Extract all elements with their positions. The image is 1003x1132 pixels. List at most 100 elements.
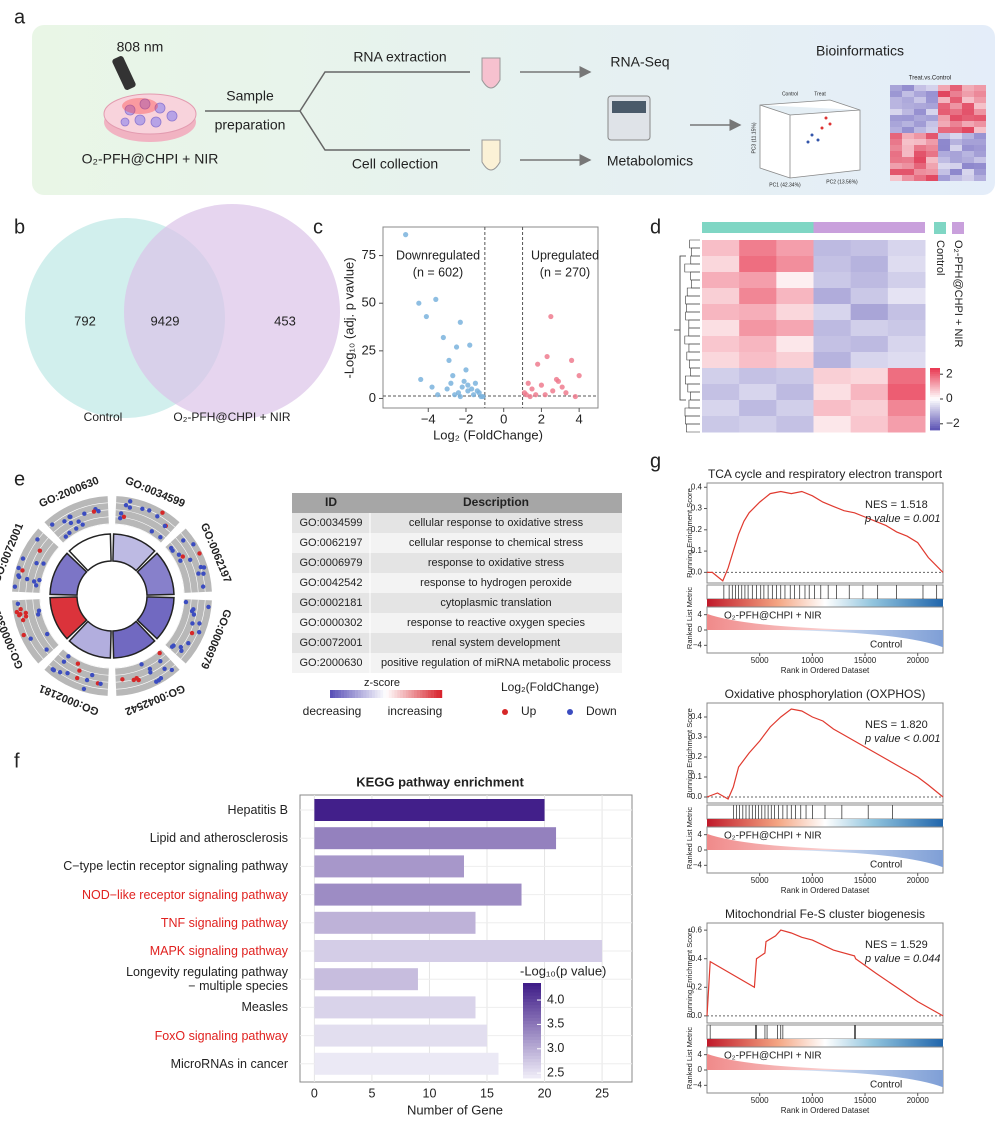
pca-axis: PC3 (11.15%) <box>751 122 757 153</box>
mini-heat-cell <box>950 145 962 151</box>
es-panel <box>706 702 944 804</box>
heat-cell <box>776 304 814 321</box>
table-row <box>292 593 622 613</box>
mini-heat-cell <box>950 157 962 163</box>
point <box>467 342 473 348</box>
heat-cell <box>776 416 814 433</box>
gene-dot <box>63 534 69 539</box>
zscore-bar <box>49 552 88 596</box>
mini-heat-cell <box>926 151 938 157</box>
heat-cell <box>776 400 814 417</box>
panel-label: e <box>14 468 25 490</box>
dendrogram <box>685 415 700 425</box>
heat-cell <box>813 416 852 433</box>
heat-cell <box>887 320 926 337</box>
bar <box>314 855 464 878</box>
point <box>572 393 578 400</box>
dendrogram <box>691 279 700 289</box>
x-axis-label: Rank in Ordered Dataset <box>781 886 870 895</box>
gene-dot <box>61 659 67 664</box>
mini-heat-cell <box>902 91 914 97</box>
y2-axis-label: Ranked List Metric <box>685 587 694 649</box>
dendrogram <box>688 359 700 369</box>
mini-heat-cell <box>902 127 914 133</box>
heat-cell <box>776 384 814 401</box>
zscore-gradient <box>400 690 403 698</box>
table-cell: response to reactive oxygen species <box>407 617 585 629</box>
table-cell: positive regulation of miRNA metabolic p… <box>381 657 611 669</box>
gene-dot <box>34 560 39 566</box>
zscore-gradient <box>439 690 443 698</box>
colorbar-step <box>930 374 940 377</box>
y-tick-label: 25 <box>362 342 376 357</box>
mini-heat-cell <box>926 85 938 91</box>
mini-heat-cell <box>974 97 986 103</box>
colorbar-step <box>930 425 940 429</box>
panel-label: f <box>14 750 20 772</box>
point <box>465 382 471 388</box>
heat-cell <box>850 384 889 401</box>
colorbar-step <box>930 392 940 396</box>
heat-cell <box>776 272 814 289</box>
mini-heat-cell <box>962 163 974 169</box>
y-tick-label: 0.2 <box>691 752 703 761</box>
dendrogram <box>687 383 700 393</box>
gene-dot <box>147 666 153 672</box>
zscore-gradient <box>388 690 392 698</box>
zscore-gradient <box>408 690 412 698</box>
gene-dot <box>65 670 70 676</box>
heat-cell <box>702 288 740 305</box>
mini-heat-cell <box>914 139 926 145</box>
table-cell: response to oxidative stress <box>428 557 565 569</box>
mini-heat-cell <box>962 157 974 163</box>
y-tick-label: 0.0 <box>691 792 703 801</box>
mini-heat-cell <box>902 109 914 115</box>
zscore-gradient <box>363 690 367 698</box>
gene-dot <box>160 510 165 515</box>
x-tick-label: −4 <box>421 411 436 426</box>
gene-dot <box>16 573 21 578</box>
mini-heat-cell <box>950 151 962 157</box>
mini-heat-cell <box>926 175 938 181</box>
zscore-gradient <box>416 690 420 698</box>
zscore-gradient <box>346 690 350 698</box>
colorbar-step <box>930 394 940 398</box>
zscore-gradient <box>397 690 401 698</box>
point <box>423 313 429 320</box>
y2-tick-label: 4 <box>698 1050 703 1059</box>
gene-dot <box>155 514 160 519</box>
chart-title: Oxidative phosphorylation (OXPHOS) <box>725 687 926 701</box>
gene-dot <box>154 679 159 684</box>
bar <box>314 968 418 991</box>
zscore-gradient <box>341 690 345 698</box>
zscore-gradient <box>338 690 342 698</box>
gene-dot <box>18 612 23 617</box>
mini-heat-cell <box>890 163 902 169</box>
point <box>535 361 541 367</box>
heat-cell <box>702 304 740 321</box>
mini-heat-cell <box>950 175 962 181</box>
workflow-lines <box>205 71 470 151</box>
dendrogram <box>689 239 700 249</box>
y2-tick-label: 0 <box>698 1065 703 1074</box>
mini-heat-cell <box>974 109 986 115</box>
zscore-bar <box>68 620 112 659</box>
colorbar-step <box>930 401 940 404</box>
venn-count: 792 <box>74 313 96 328</box>
point <box>463 367 469 373</box>
mini-heat-cell <box>950 115 962 121</box>
mini-heat-cell <box>926 139 938 145</box>
x-tick-label: 20 <box>538 1086 552 1100</box>
gene-dot <box>201 571 206 576</box>
pca-points <box>806 133 820 144</box>
heat-cell <box>739 288 777 305</box>
mini-heat-cell <box>974 121 986 127</box>
colorbar-step <box>930 380 940 383</box>
colorbar-label: 3.0 <box>547 1041 564 1055</box>
mini-heat-cell <box>902 145 914 151</box>
gene-dot <box>21 632 26 638</box>
point <box>469 386 475 392</box>
colorbar-step <box>930 419 940 423</box>
